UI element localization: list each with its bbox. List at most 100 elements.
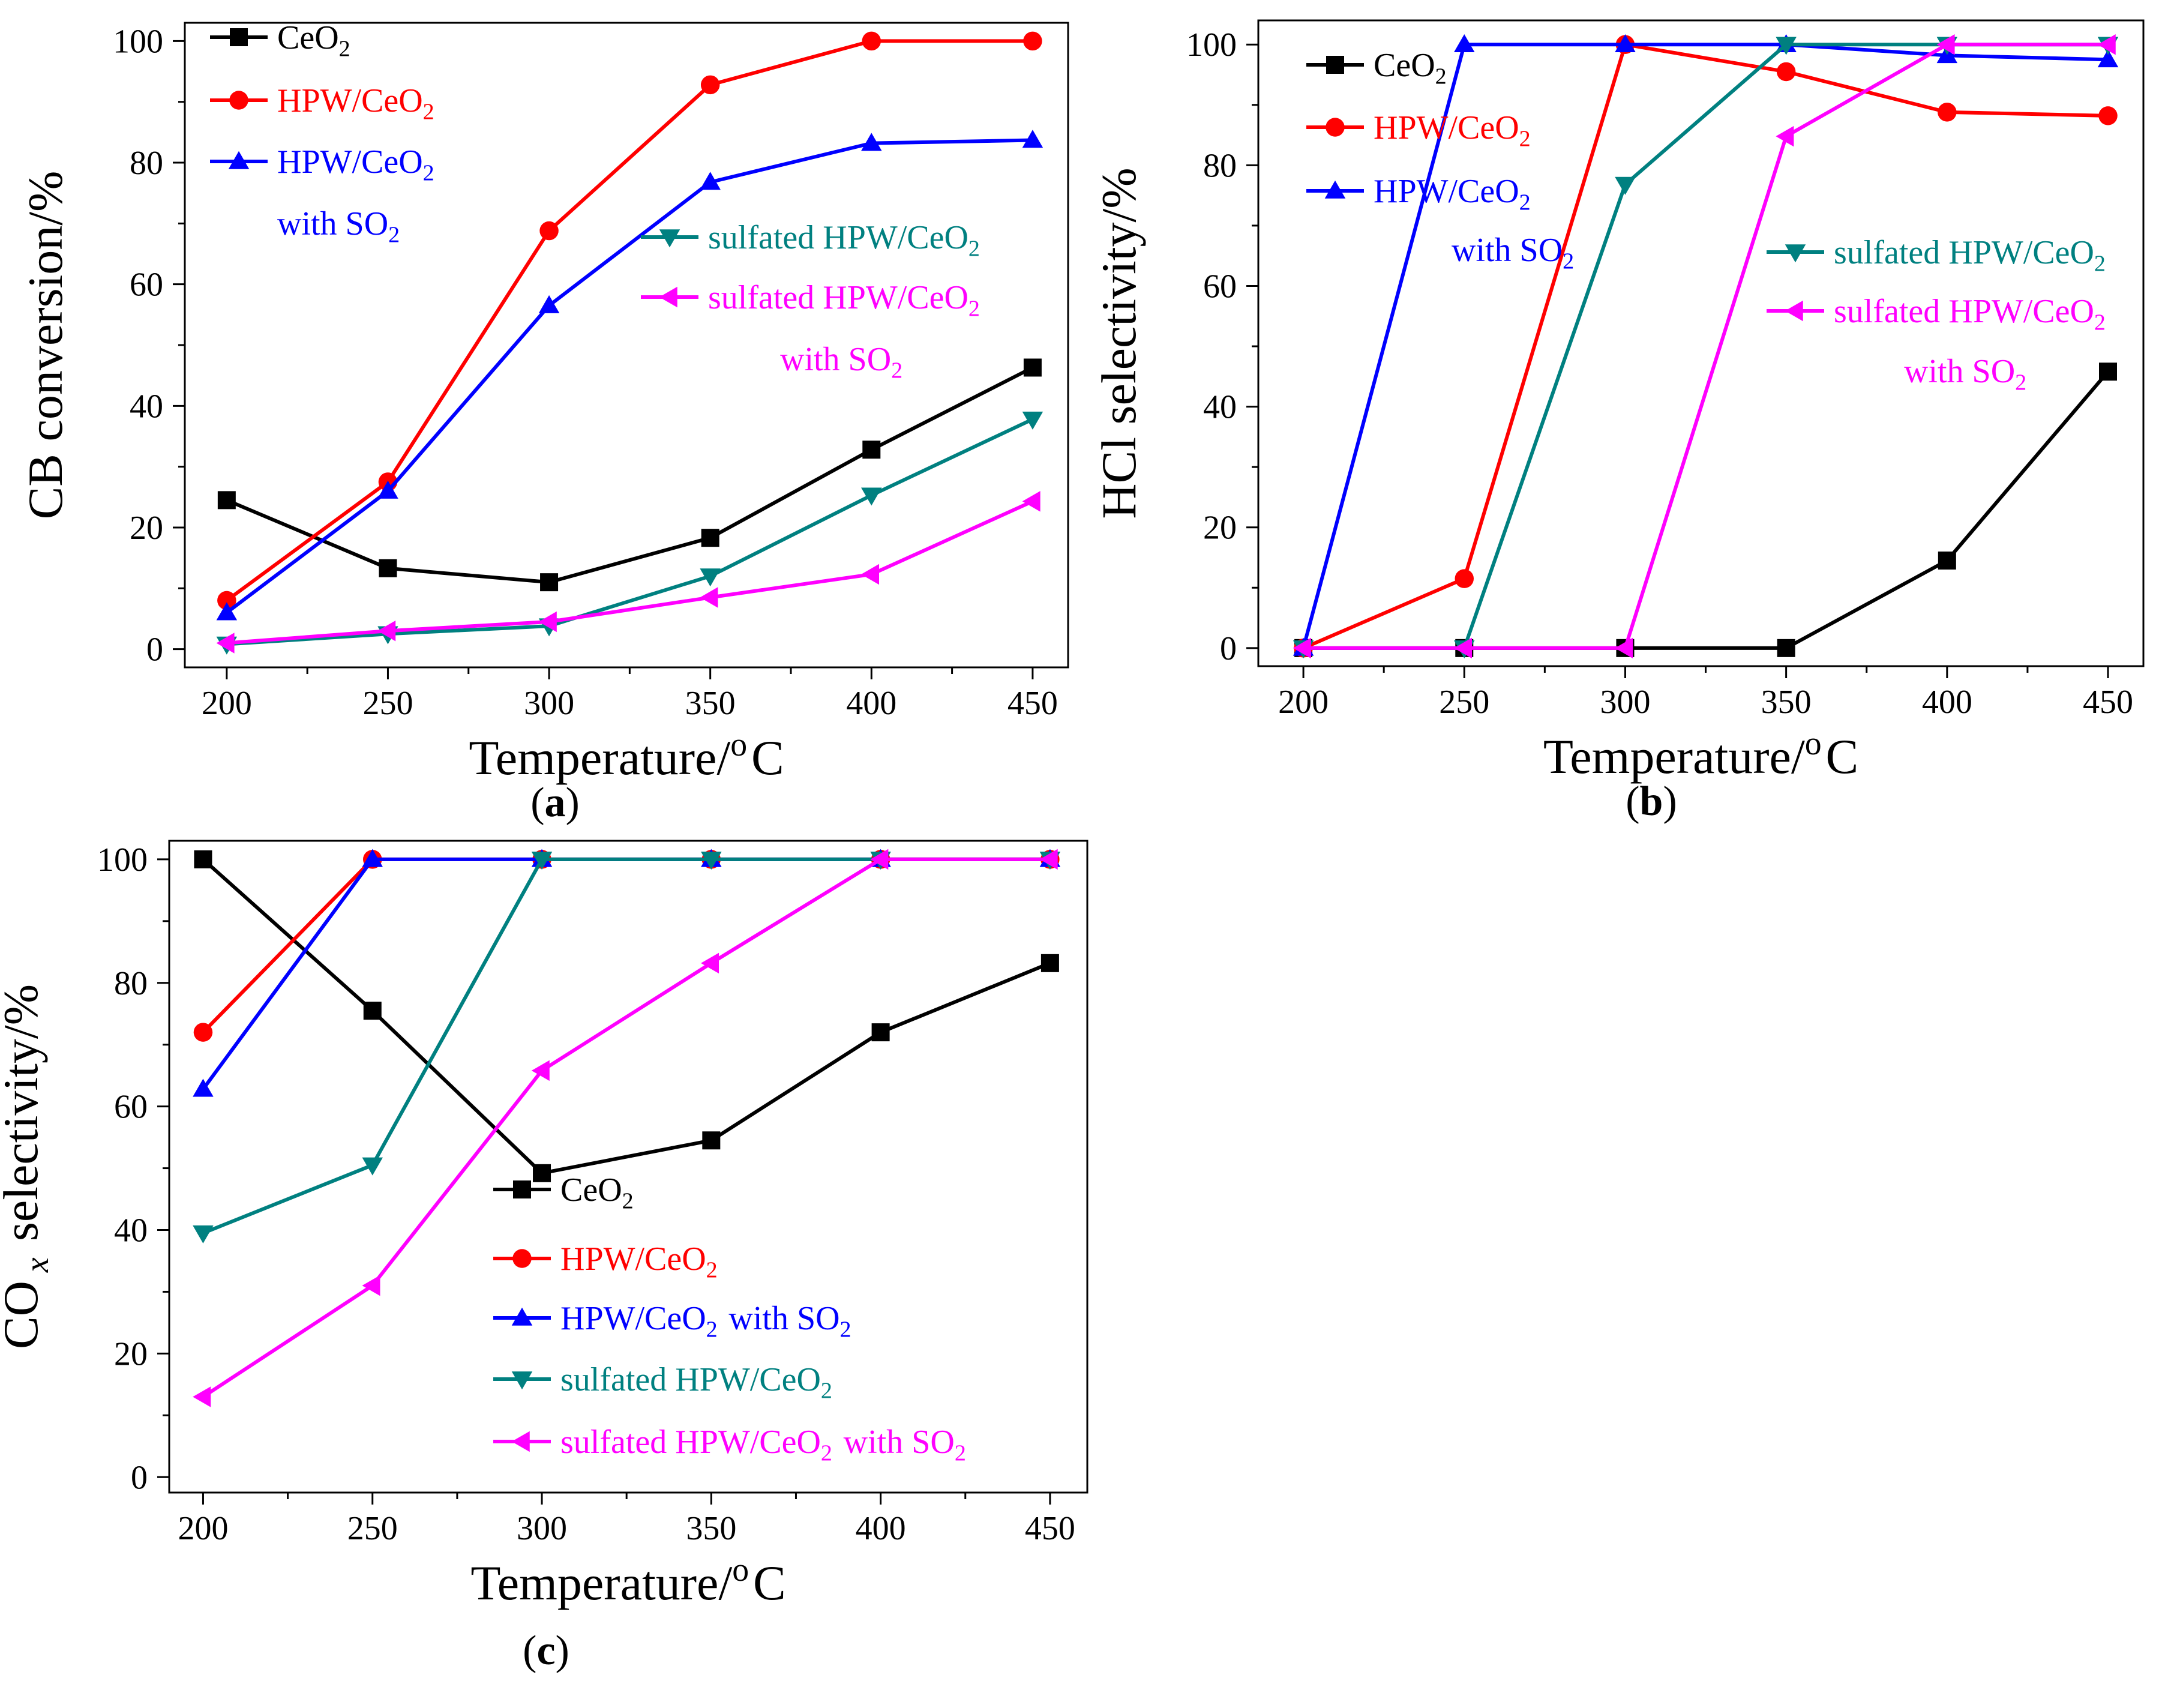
series-line bbox=[226, 138, 1033, 615]
legend-entry-s_hpw: sulfated HPW/CeO2 bbox=[493, 1361, 832, 1403]
legend-label: CeO2 bbox=[277, 19, 353, 61]
y-tick-label: 0 bbox=[131, 1459, 148, 1496]
legend-marker bbox=[513, 1180, 531, 1198]
x-tick-label: 200 bbox=[202, 685, 252, 722]
data-point bbox=[1615, 176, 1636, 195]
legend-marker bbox=[659, 286, 677, 308]
data-point bbox=[1022, 411, 1043, 430]
data-point bbox=[531, 852, 553, 870]
legend-label: HPW/CeO2 with SO2 bbox=[560, 1300, 854, 1342]
data-point bbox=[362, 1275, 380, 1296]
series-s_hpw_so2 bbox=[193, 849, 1058, 1407]
data-point bbox=[1455, 569, 1474, 588]
series-hpw bbox=[217, 31, 1042, 610]
data-point bbox=[700, 568, 721, 587]
legend-entry-ceo2: CeO2 bbox=[1306, 47, 1449, 89]
legend-marker bbox=[228, 151, 250, 169]
x-tick-label: 400 bbox=[856, 1510, 906, 1547]
data-point bbox=[861, 487, 882, 506]
legend-label: HPW/CeO2 bbox=[560, 1240, 720, 1283]
data-point bbox=[533, 1164, 551, 1182]
data-point bbox=[217, 491, 236, 510]
y-tick-label: 60 bbox=[114, 1089, 148, 1126]
legend-label: sulfated HPW/CeO2 bbox=[708, 279, 983, 321]
y-tick-label: 40 bbox=[114, 1212, 148, 1249]
legend-marker bbox=[511, 1371, 533, 1390]
series-ceo2 bbox=[217, 358, 1042, 592]
panel-caption: (c) bbox=[523, 1628, 569, 1674]
x-tick-label: 450 bbox=[1007, 685, 1058, 722]
data-point bbox=[1454, 34, 1475, 52]
legend-label: sulfated HPW/CeO2 bbox=[708, 219, 983, 261]
data-point bbox=[1936, 34, 1955, 55]
data-point bbox=[700, 172, 721, 190]
legend-entry-hpw_so2: HPW/CeO2 with SO2 bbox=[1306, 173, 1574, 274]
legend-marker bbox=[512, 1249, 532, 1268]
series-s_hpw bbox=[216, 411, 1043, 655]
legend-marker bbox=[229, 91, 248, 110]
data-point bbox=[538, 295, 560, 313]
legend-entry-s_hpw_so2: sulfated HPW/CeO2 with SO2 bbox=[641, 279, 983, 383]
legend-label-cont: with SO2 bbox=[277, 205, 403, 247]
x-tick-label: 350 bbox=[1761, 684, 1812, 721]
data-point bbox=[1040, 954, 1059, 972]
legend-entry-hpw: HPW/CeO2 bbox=[1306, 109, 1531, 151]
legend-label-cont: with SO2 bbox=[780, 341, 905, 383]
chart-panel-b: 200 250 300 350 400 450 0 20 40 60 80 100 Temperatur… bbox=[1092, 19, 2145, 825]
data-point bbox=[216, 602, 238, 621]
legend-marker bbox=[1785, 244, 1806, 263]
y-tick-label: 40 bbox=[130, 388, 163, 425]
data-point bbox=[1615, 34, 1636, 52]
x-tick-label: 400 bbox=[1922, 684, 1972, 721]
series-line bbox=[202, 858, 1051, 1176]
x-axis-title: Temperature/o C bbox=[1543, 725, 1858, 784]
series-line bbox=[1302, 43, 2109, 649]
series-line bbox=[1303, 43, 2108, 650]
x-tick-label: 300 bbox=[1600, 684, 1650, 721]
series-line bbox=[1303, 370, 2110, 650]
series-s_hpw_so2 bbox=[1293, 34, 2116, 659]
data-point bbox=[2097, 34, 2116, 55]
series-line bbox=[202, 857, 1050, 1034]
legend-marker bbox=[230, 28, 248, 46]
data-point bbox=[193, 1225, 214, 1243]
legend-entry-ceo2: CeO2 bbox=[210, 19, 353, 61]
legend-label: HPW/CeO2 bbox=[277, 82, 437, 124]
plot-frame bbox=[184, 22, 1069, 669]
legend-entry-hpw_so2: HPW/CeO2 with SO2 bbox=[493, 1300, 854, 1342]
y-tick-label: 100 bbox=[97, 841, 148, 879]
y-tick-label: 60 bbox=[1203, 268, 1237, 305]
legend-entry-s_hpw: sulfated HPW/CeO2 bbox=[641, 219, 983, 261]
y-tick-label: 80 bbox=[114, 965, 148, 1002]
legend-label: CeO2 bbox=[1374, 47, 1449, 89]
legend-marker bbox=[1326, 56, 1344, 74]
x-tick-label: 250 bbox=[362, 685, 413, 722]
x-tick-label: 250 bbox=[347, 1510, 398, 1547]
x-tick-label: 200 bbox=[178, 1510, 228, 1547]
data-point bbox=[540, 573, 559, 592]
y-tick-label: 80 bbox=[1203, 147, 1237, 184]
data-point bbox=[2099, 362, 2117, 381]
y-tick-label: 20 bbox=[114, 1335, 148, 1373]
chart-panel-a: 200 250 300 350 400 450 0 20 40 60 80 100 Temperatur… bbox=[18, 19, 1069, 826]
x-tick-label: 300 bbox=[517, 1510, 567, 1547]
data-point bbox=[1776, 62, 1796, 82]
data-point bbox=[193, 1078, 214, 1097]
legend-label: sulfated HPW/CeO2 bbox=[1834, 293, 2109, 335]
panel-caption: (a) bbox=[530, 780, 580, 826]
y-tick-label: 40 bbox=[1203, 389, 1237, 426]
y-axis-title: CB conversion/% bbox=[18, 171, 73, 520]
series-s_hpw_so2 bbox=[216, 491, 1040, 654]
data-point bbox=[862, 441, 881, 459]
panel-caption: (b) bbox=[1626, 778, 1677, 825]
data-point bbox=[871, 1023, 890, 1042]
series-line bbox=[226, 39, 1033, 602]
y-tick-label: 0 bbox=[1220, 630, 1237, 667]
chart-panel-c: 200 250 300 350 400 450 0 20 40 60 80 100 Temperatur… bbox=[0, 840, 1089, 1674]
y-axis-title: CO x selectivity/% bbox=[0, 984, 56, 1349]
data-point bbox=[362, 849, 383, 867]
data-point bbox=[701, 529, 719, 547]
series-line bbox=[202, 857, 1050, 1398]
legend-label: CeO2 bbox=[560, 1171, 636, 1213]
